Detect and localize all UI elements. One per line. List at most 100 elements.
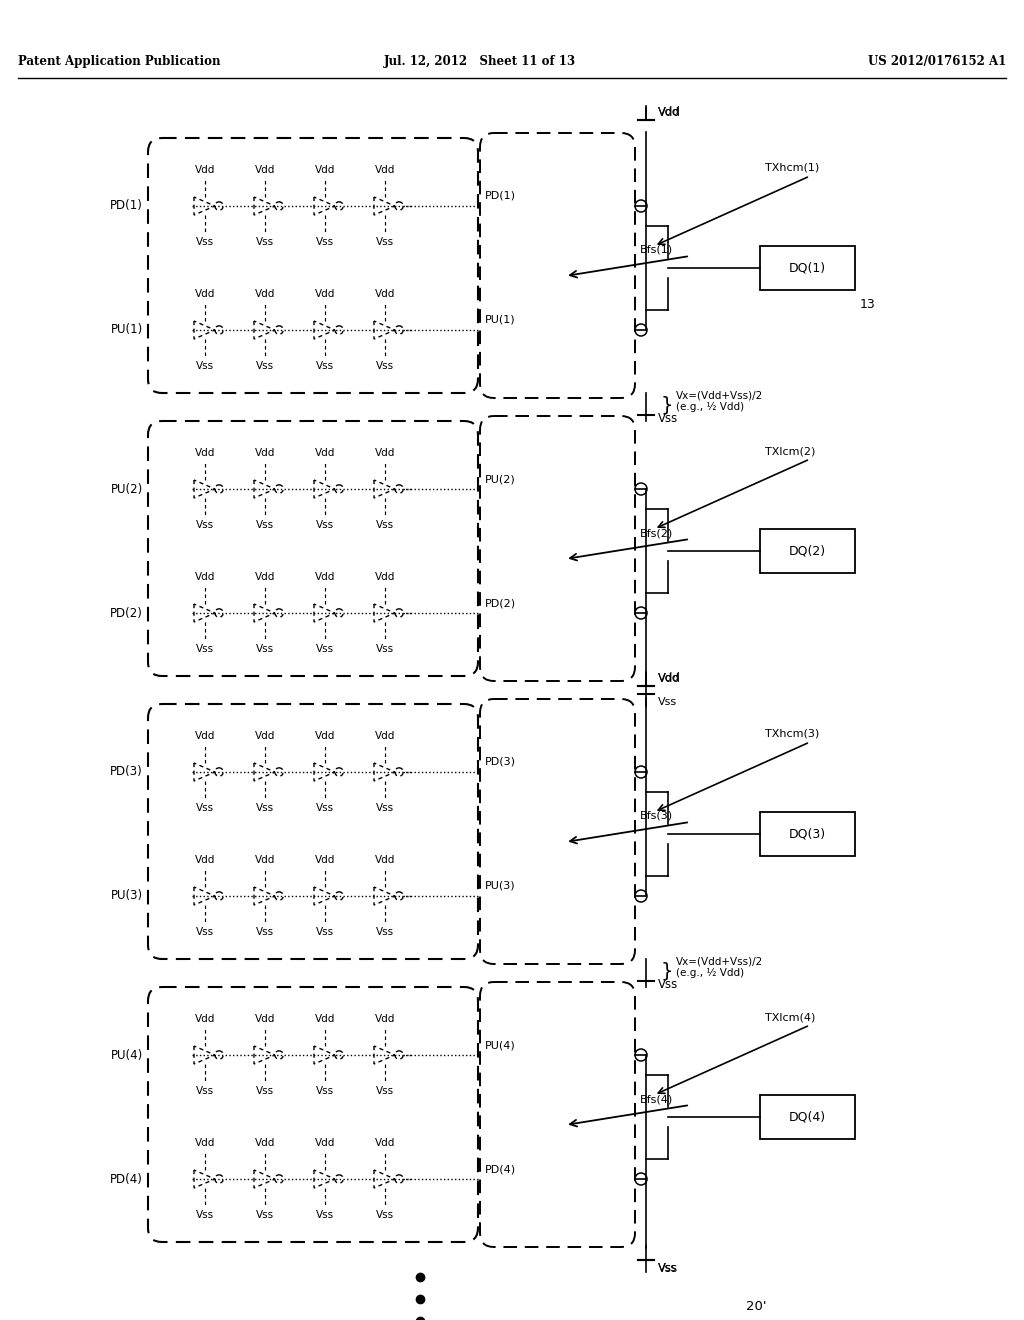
Text: Vss: Vss: [316, 360, 334, 371]
Text: PU(1): PU(1): [111, 323, 143, 337]
Text: Vss: Vss: [256, 360, 274, 371]
Text: Vdd: Vdd: [195, 572, 215, 582]
Text: DQ(4): DQ(4): [788, 1110, 826, 1123]
Text: Vss: Vss: [658, 978, 678, 991]
Text: TXlcm(2): TXlcm(2): [765, 446, 815, 455]
Text: Jul. 12, 2012   Sheet 11 of 13: Jul. 12, 2012 Sheet 11 of 13: [384, 55, 577, 69]
Text: Vdd: Vdd: [195, 855, 215, 865]
Text: Vss: Vss: [196, 1210, 214, 1220]
Text: TXhcm(3): TXhcm(3): [765, 729, 819, 739]
Text: Vdd: Vdd: [314, 1138, 335, 1148]
Text: DQ(2): DQ(2): [788, 544, 826, 557]
Text: TXhcm(1): TXhcm(1): [765, 162, 819, 173]
Text: PD(3): PD(3): [485, 756, 516, 767]
Text: Vss: Vss: [316, 927, 334, 937]
Text: Vdd: Vdd: [375, 447, 395, 458]
Text: Vdd: Vdd: [195, 731, 215, 741]
Text: Vss: Vss: [196, 238, 214, 247]
Text: Vss: Vss: [316, 1210, 334, 1220]
Text: Vss: Vss: [256, 520, 274, 531]
Text: Vdd: Vdd: [255, 1014, 275, 1024]
Text: PD(2): PD(2): [111, 606, 143, 619]
Text: }: }: [662, 396, 674, 414]
Text: Vdd: Vdd: [375, 572, 395, 582]
Text: Vss: Vss: [196, 644, 214, 653]
Text: Vss: Vss: [316, 238, 334, 247]
Text: Vdd: Vdd: [255, 447, 275, 458]
Text: Vss: Vss: [376, 927, 394, 937]
Text: }: }: [662, 961, 674, 981]
Text: Vss: Vss: [658, 1262, 678, 1275]
Text: Vdd: Vdd: [375, 1014, 395, 1024]
Text: Vdd: Vdd: [314, 1014, 335, 1024]
Text: Bfs(3): Bfs(3): [640, 810, 673, 821]
Bar: [760, 529, 855, 573]
Text: Vdd: Vdd: [375, 731, 395, 741]
Text: Vss: Vss: [376, 1086, 394, 1096]
Text: Vdd: Vdd: [255, 855, 275, 865]
Text: PD(2): PD(2): [485, 598, 516, 609]
Text: Vdd: Vdd: [255, 572, 275, 582]
Text: Vss: Vss: [196, 803, 214, 813]
Text: 20': 20': [746, 1300, 767, 1313]
Text: PU(2): PU(2): [485, 474, 516, 484]
Text: Vdd: Vdd: [314, 447, 335, 458]
Text: Vdd: Vdd: [255, 165, 275, 176]
Text: Vdd: Vdd: [255, 289, 275, 300]
Text: PU(3): PU(3): [485, 880, 516, 891]
Text: PD(4): PD(4): [111, 1172, 143, 1185]
Text: PD(3): PD(3): [111, 766, 143, 779]
Text: Vdd: Vdd: [314, 731, 335, 741]
Text: PD(1): PD(1): [485, 191, 516, 201]
Text: PU(2): PU(2): [111, 483, 143, 495]
Text: Vss: Vss: [316, 520, 334, 531]
Text: Vss: Vss: [256, 238, 274, 247]
Text: Vdd: Vdd: [314, 165, 335, 176]
Text: Vss: Vss: [376, 520, 394, 531]
Text: Vdd: Vdd: [375, 289, 395, 300]
Text: PU(4): PU(4): [111, 1048, 143, 1061]
Text: Vss: Vss: [256, 1210, 274, 1220]
Text: Vdd: Vdd: [314, 855, 335, 865]
Text: Vdd: Vdd: [375, 165, 395, 176]
Text: 13: 13: [860, 298, 876, 312]
Text: Vss: Vss: [196, 927, 214, 937]
Text: Vdd: Vdd: [658, 673, 680, 682]
Text: Vss: Vss: [658, 1263, 677, 1272]
Text: Vss: Vss: [256, 1086, 274, 1096]
Text: PU(1): PU(1): [485, 315, 516, 325]
Text: Vdd: Vdd: [658, 672, 681, 685]
Text: US 2012/0176152 A1: US 2012/0176152 A1: [867, 55, 1006, 69]
Text: Bfs(4): Bfs(4): [640, 1094, 673, 1104]
Text: Vx=(Vdd+Vss)/2
(e.g., ½ Vdd): Vx=(Vdd+Vss)/2 (e.g., ½ Vdd): [676, 391, 763, 412]
Text: Vss: Vss: [196, 1086, 214, 1096]
Bar: [760, 246, 855, 290]
Text: Vss: Vss: [376, 644, 394, 653]
Text: Vss: Vss: [316, 803, 334, 813]
Text: Vdd: Vdd: [375, 1138, 395, 1148]
Text: Vdd: Vdd: [255, 1138, 275, 1148]
Text: Vdd: Vdd: [195, 289, 215, 300]
Text: Vss: Vss: [376, 360, 394, 371]
Text: PU(3): PU(3): [111, 890, 143, 903]
Text: Patent Application Publication: Patent Application Publication: [18, 55, 220, 69]
Text: Vdd: Vdd: [195, 1014, 215, 1024]
Text: TXlcm(4): TXlcm(4): [765, 1012, 815, 1022]
Text: Vss: Vss: [256, 927, 274, 937]
Text: Vdd: Vdd: [375, 855, 395, 865]
Text: Vss: Vss: [316, 644, 334, 653]
Bar: [760, 1096, 855, 1139]
Text: Vdd: Vdd: [314, 572, 335, 582]
Text: PU(4): PU(4): [485, 1040, 516, 1049]
Text: PD(4): PD(4): [485, 1164, 516, 1173]
Text: Vdd: Vdd: [195, 1138, 215, 1148]
Text: Vdd: Vdd: [255, 731, 275, 741]
Text: Vx=(Vdd+Vss)/2
(e.g., ½ Vdd): Vx=(Vdd+Vss)/2 (e.g., ½ Vdd): [676, 956, 763, 978]
Text: Vss: Vss: [256, 644, 274, 653]
Text: Vdd: Vdd: [658, 107, 680, 117]
Text: Vss: Vss: [658, 697, 677, 708]
Bar: [760, 812, 855, 855]
Text: Vss: Vss: [376, 803, 394, 813]
Text: Vdd: Vdd: [195, 165, 215, 176]
Text: DQ(1): DQ(1): [788, 261, 826, 275]
